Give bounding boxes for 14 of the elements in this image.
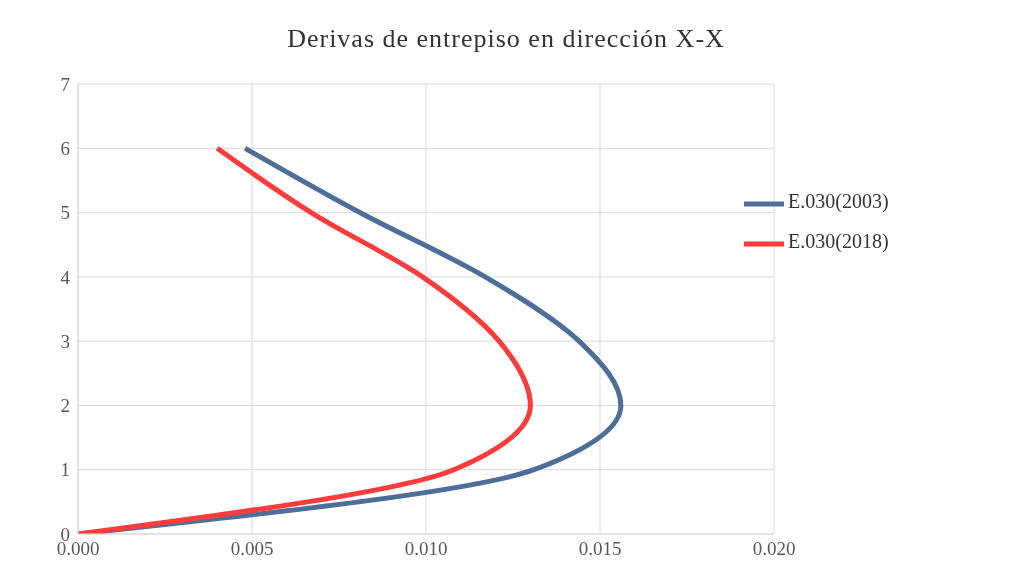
y-tick-label: 7 xyxy=(60,73,70,95)
x-tick-label: 0.020 xyxy=(752,538,796,560)
x-tick-label: 0.015 xyxy=(578,538,622,560)
x-tick-label: 0.005 xyxy=(230,538,274,560)
y-tick-label: 2 xyxy=(60,395,70,417)
y-tick-label: 6 xyxy=(60,138,70,160)
y-tick-label: 5 xyxy=(60,202,70,224)
chart-title: Derivas de entrepiso en dirección X-X xyxy=(286,23,726,55)
legend-label: E.030(2018) xyxy=(788,229,889,252)
y-tick-label: 1 xyxy=(60,459,70,481)
y-tick-label: 3 xyxy=(60,330,70,352)
x-tick-label: 0.010 xyxy=(404,538,448,560)
y-tick-label: 4 xyxy=(60,266,71,288)
legend-label: E.030(2003) xyxy=(788,189,889,212)
